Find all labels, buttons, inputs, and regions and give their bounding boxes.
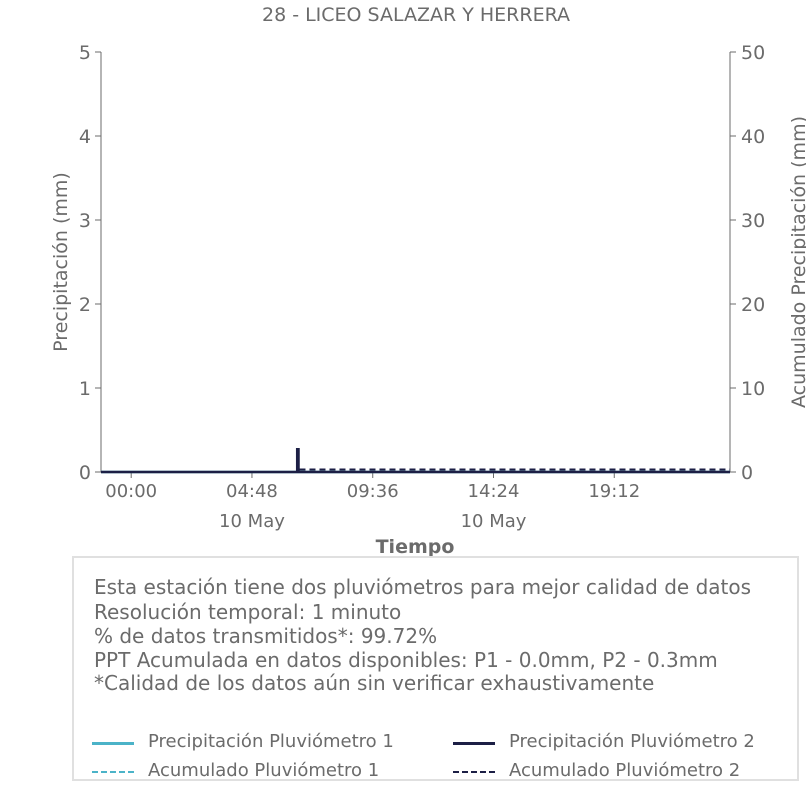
rainfall-chart: 28 - LICEO SALAZAR Y HERRERA 01234501020… — [50, 4, 806, 556]
chart-title: 28 - LICEO SALAZAR Y HERRERA — [262, 4, 570, 26]
legend-swatch-p1-acum — [92, 771, 134, 773]
x-tick-sublabel: 10 May — [219, 511, 285, 532]
legend-swatch-p1-precip — [92, 742, 134, 745]
x-tick-label: 19:12 — [588, 481, 640, 502]
legend-swatch-p2-precip — [453, 742, 495, 745]
y-tick-label-right: 40 — [741, 126, 765, 148]
info-transmitted-percent: % de datos transmitidos*: 99.72% — [94, 624, 438, 648]
info-stations-note: Esta estación tiene dos pluviómetros par… — [94, 575, 752, 599]
info-accumulated-ppt: PPT Acumulada en datos disponibles: P1 -… — [94, 648, 718, 672]
y-tick-label-left: 2 — [79, 294, 91, 316]
x-axis-label: Tiempo — [376, 536, 455, 556]
y-axis-label-right: Acumulado Precipitación (mm) — [788, 116, 806, 408]
y-tick-label-right: 10 — [741, 378, 765, 400]
y-tick-label-left: 5 — [79, 42, 91, 64]
y-tick-label-right: 30 — [741, 210, 765, 232]
series-line-precipitacion-pluviometro-2 — [101, 448, 730, 474]
x-tick-label: 04:48 — [226, 481, 278, 502]
x-tick-label: 09:36 — [347, 481, 399, 502]
legend-label-p2-acum: Acumulado Pluviómetro 2 — [509, 760, 741, 781]
x-tick-label: 00:00 — [105, 481, 157, 502]
chart-series — [101, 448, 730, 474]
legend-swatch-p2-acum — [453, 771, 495, 773]
y-tick-label-left: 0 — [79, 462, 91, 484]
legend-label-p2-precip: Precipitación Pluviómetro 2 — [509, 731, 755, 752]
y-tick-label-right: 0 — [741, 462, 753, 484]
y-tick-label-left: 4 — [79, 126, 91, 148]
info-quality-note: *Calidad de los datos aún sin verificar … — [94, 671, 655, 695]
y-tick-label-right: 50 — [741, 42, 765, 64]
info-resolution: Resolución temporal: 1 minuto — [94, 600, 402, 624]
chart-axes — [100, 52, 731, 473]
legend-label-p1-acum: Acumulado Pluviómetro 1 — [148, 760, 380, 781]
x-tick-sublabel: 10 May — [461, 511, 527, 532]
x-tick-label: 14:24 — [468, 481, 520, 502]
legend-label-p1-precip: Precipitación Pluviómetro 1 — [148, 731, 394, 752]
series-line-acumulado-pluviometro-2 — [101, 468, 730, 473]
y-tick-label-right: 20 — [741, 294, 765, 316]
y-tick-label-left: 3 — [79, 210, 91, 232]
y-tick-label-left: 1 — [79, 378, 91, 400]
info-legend-box: Esta estación tiene dos pluviómetros par… — [72, 556, 799, 781]
y-axis-label-left: Precipitación (mm) — [50, 172, 72, 352]
